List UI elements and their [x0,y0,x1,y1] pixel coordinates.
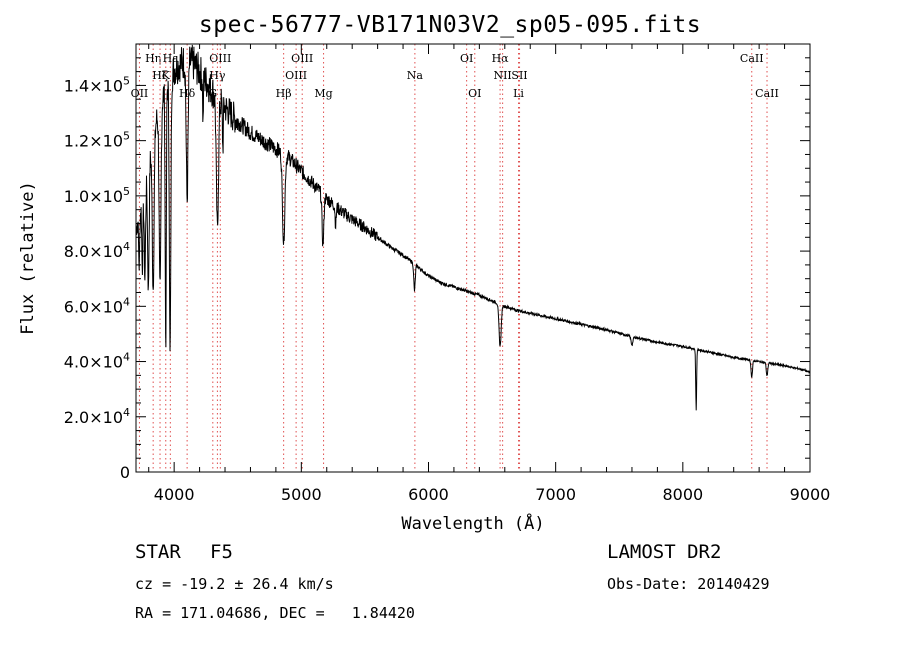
line-label: Na [407,69,424,82]
line-label: Hδ [179,87,196,100]
x-axis: 4000 5000 6000 7000 8000 9000 [148,44,831,504]
x-axis-label: Wavelength (Å) [401,512,544,534]
y-tick-exponent: 4 [123,240,130,253]
y-tick-exponent: 4 [123,295,130,308]
line-label: OI [468,87,481,100]
line-label: OIII [291,52,313,65]
line-label: NII [493,69,511,82]
line-label: Hζ [152,69,168,82]
y-tick-mantissa: 8.0×10 [64,242,123,261]
spectrum-line [135,44,811,411]
x-tick-label: 9000 [790,485,831,504]
line-label: Hγ [209,69,226,82]
x-tick-label: 6000 [408,485,449,504]
x-tick-label: 4000 [154,485,195,504]
line-label: K [162,69,171,82]
y-tick-mantissa: 2.0×10 [64,408,123,427]
y-tick-exponent: 4 [123,406,130,419]
y-tick-label: 4.0×104 [64,351,130,372]
line-label: SII [511,69,527,82]
y-tick-exponent: 5 [123,185,130,198]
y-axis-label: Flux (relative) [18,181,38,335]
line-label: OI [460,52,473,65]
y-tick-label: 6.0×104 [64,295,130,316]
line-label: Hη [145,52,161,65]
y-axis: 02.0×1044.0×1046.0×1048.0×1041.0×1051.2×… [64,57,810,482]
y-tick-label: 1.0×105 [64,185,130,206]
line-label: OII [131,87,149,100]
y-tick-mantissa: 1.0×10 [64,187,123,206]
x-tick-label: 5000 [281,485,322,504]
object-class: STAR [135,541,181,563]
line-label: OIII [285,69,307,82]
y-tick-mantissa: 6.0×10 [64,297,123,316]
plot-frame [135,43,811,473]
y-tick-exponent: 5 [123,74,130,87]
y-tick-label: 2.0×104 [64,406,130,427]
line-label: CaII [740,52,764,65]
line-label: OIII [209,52,231,65]
x-tick-label: 7000 [535,485,576,504]
y-tick-mantissa: 1.4×10 [64,76,123,95]
chart-title: spec-56777-VB171N03V2_sp05-095.fits [198,12,702,38]
obs-date: Obs-Date: 20140429 [607,575,770,593]
y-tick-exponent: 4 [123,351,130,364]
object-subclass: F5 [210,541,233,563]
y-tick-mantissa: 0 [120,463,130,482]
y-tick-mantissa: 4.0×10 [64,353,123,372]
y-tick-mantissa: 1.2×10 [64,132,123,151]
y-tick-label: 1.2×105 [64,130,130,151]
line-label: Li [513,87,524,100]
y-tick-label: 0 [120,463,130,482]
line-label: Hβ [276,87,292,100]
y-tick-label: 1.4×105 [64,74,130,95]
survey-name: LAMOST DR2 [607,541,722,563]
line-label: Hε [163,52,179,65]
line-label: Mg [314,87,332,100]
line-label: CaII [755,87,779,100]
redshift-text: cz = -19.2 ± 26.4 km/s [135,575,334,593]
y-tick-exponent: 5 [123,130,130,143]
line-label: Hα [492,52,510,65]
ra-dec-text: RA = 171.04686, DEC = 1.84420 [135,604,415,622]
y-tick-label: 8.0×104 [64,240,130,261]
x-tick-label: 8000 [662,485,703,504]
